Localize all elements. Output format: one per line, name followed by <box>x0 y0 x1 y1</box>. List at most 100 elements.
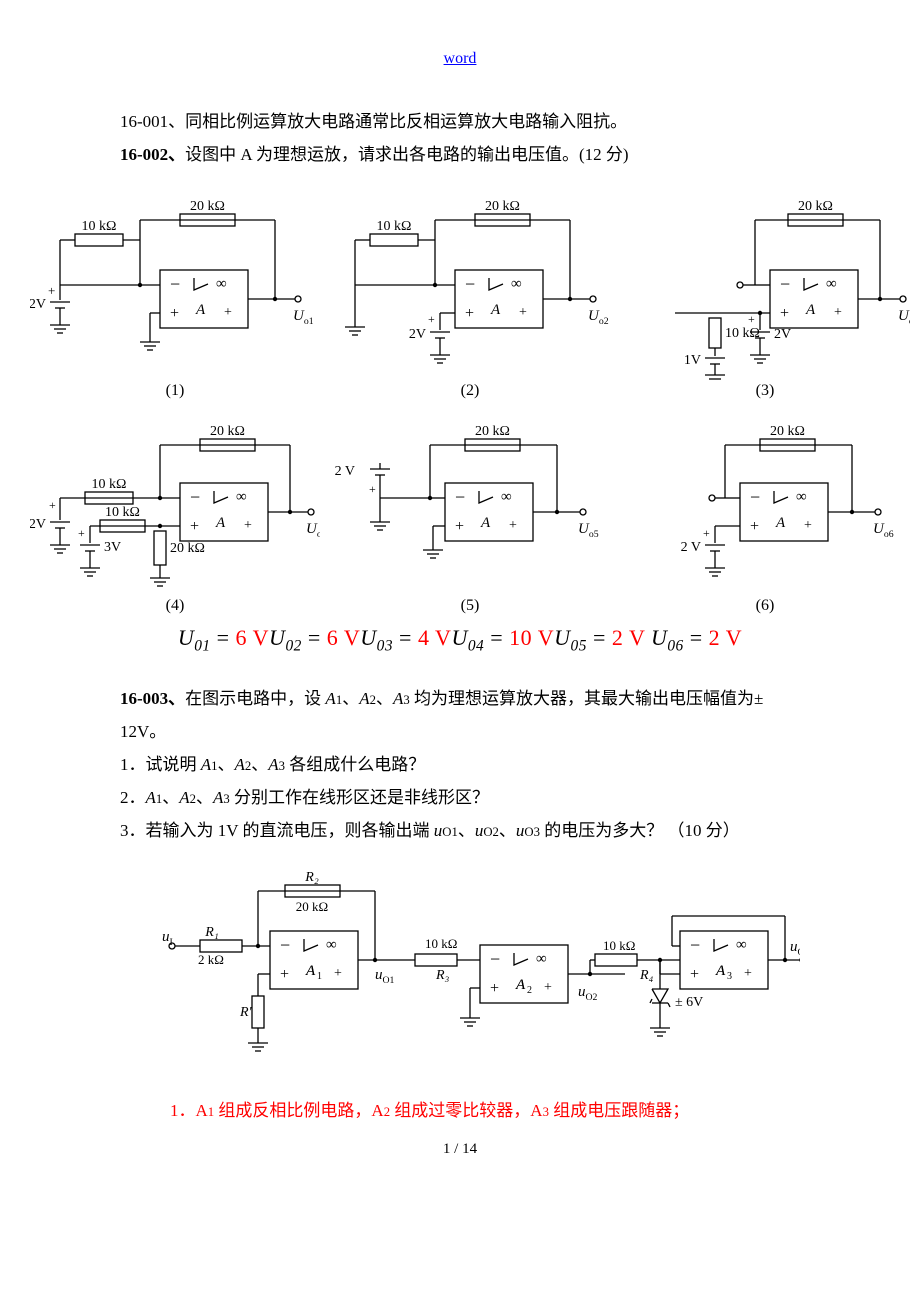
svg-text:+: + <box>834 305 842 320</box>
svg-text:+: + <box>519 305 527 320</box>
svg-text:3: 3 <box>727 971 732 982</box>
svg-text:−: − <box>690 935 700 955</box>
svg-text:∞: ∞ <box>511 276 522 292</box>
q3-item-2: 2．A1、A2、A3 分别工作在线形区还是非线形区？ <box>120 784 860 813</box>
svg-text:+: + <box>190 518 199 535</box>
svg-text:20 kΩ: 20 kΩ <box>296 899 328 914</box>
q3-item-3: 3．若输入为 1V 的直流电压，则各输出端 uO1、uO2、uO3 的电压为多大… <box>120 817 860 846</box>
svg-text:A: A <box>195 302 206 318</box>
circuit-3-label: (3) <box>756 382 775 400</box>
q3-intro-cont: 12V。 <box>120 718 860 747</box>
svg-text:uO1: uO1 <box>375 967 395 986</box>
svg-text:3V: 3V <box>104 540 121 555</box>
svg-text:2V: 2V <box>30 297 46 312</box>
svg-text:A: A <box>805 302 816 318</box>
svg-text:uO3: uO3 <box>790 939 800 958</box>
svg-text:−: − <box>280 935 290 955</box>
circuits-row-1: −+∞A+10 kΩ20 kΩUo12V+ (1) −+∞A+10 kΩ20 k… <box>30 190 910 400</box>
svg-text:20 kΩ: 20 kΩ <box>770 425 805 439</box>
svg-text:+: + <box>490 980 499 997</box>
svg-text:+: + <box>49 498 56 512</box>
svg-text:2V: 2V <box>409 327 426 342</box>
svg-text:10 kΩ: 10 kΩ <box>425 936 457 951</box>
svg-text:2 kΩ: 2 kΩ <box>198 952 224 967</box>
svg-text:∞: ∞ <box>501 489 512 505</box>
svg-text:Uo1: Uo1 <box>293 308 314 327</box>
circuit-5: −+∞A+20 kΩUo52 V+ (5) <box>325 425 615 615</box>
svg-text:Uo2: Uo2 <box>588 308 609 327</box>
svg-text:+: + <box>224 305 232 320</box>
answers-line: U01 = 6 VU02 = 6 VU03 = 4 VU04 = 10 VU05… <box>60 625 860 655</box>
circuit-6-label: (6) <box>756 597 775 615</box>
svg-text:R': R' <box>239 1005 253 1020</box>
svg-text:−: − <box>490 949 500 969</box>
svg-text:−: − <box>190 487 200 507</box>
svg-text:−: − <box>750 487 760 507</box>
svg-text:∞: ∞ <box>326 937 337 953</box>
svg-text:+: + <box>804 518 812 533</box>
svg-text:± 6V: ± 6V <box>675 995 703 1010</box>
svg-text:+: + <box>744 966 752 981</box>
svg-text:+: + <box>244 518 252 533</box>
circuit-4-label: (4) <box>166 597 185 615</box>
svg-text:+: + <box>703 526 710 540</box>
svg-text:20 kΩ: 20 kΩ <box>190 199 225 214</box>
svg-text:10 kΩ: 10 kΩ <box>82 219 117 234</box>
circuit-6: −+∞A+20 kΩUo62 V+ (6) <box>620 425 910 615</box>
svg-text:+: + <box>750 518 759 535</box>
q3-item-1: 1．试说明 A1、A2、A3 各组成什么电路？ <box>120 751 860 780</box>
svg-text:Uo6: Uo6 <box>873 521 894 540</box>
circuit-6-svg: −+∞A+20 kΩUo62 V+ <box>620 425 910 595</box>
svg-text:Uo3: Uo3 <box>898 308 910 327</box>
circuit-2-svg: −+∞A+10 kΩ20 kΩUo22V+ <box>325 190 615 380</box>
circuit-1-svg: −+∞A+10 kΩ20 kΩUo12V+ <box>30 190 320 380</box>
svg-text:20 kΩ: 20 kΩ <box>798 199 833 214</box>
svg-text:∞: ∞ <box>536 951 547 967</box>
svg-text:R₁: R₁ <box>204 925 218 940</box>
circuit-4-svg: −+∞A+10 kΩ20 kΩUo42V+10 kΩ3V+20 kΩ <box>30 425 320 595</box>
svg-text:+: + <box>280 966 289 983</box>
svg-text:R₃: R₃ <box>435 968 450 983</box>
svg-text:20 kΩ: 20 kΩ <box>485 199 520 214</box>
svg-text:10 kΩ: 10 kΩ <box>603 938 635 953</box>
svg-text:+: + <box>465 305 474 322</box>
circuit-4: −+∞A+10 kΩ20 kΩUo42V+10 kΩ3V+20 kΩ (4) <box>30 425 320 615</box>
svg-text:∞: ∞ <box>236 489 247 505</box>
q3-answer: 1．A1 组成反相比例电路，A2 组成过零比较器，A3 组成电压跟随器； <box>170 1096 860 1121</box>
svg-text:+: + <box>690 966 699 983</box>
svg-text:+: + <box>748 312 755 326</box>
circuit-q3: −+∞A+A1uIR₁2 kΩR₂20 kΩR'uO110 kΩR₃−+∞A+A… <box>160 861 860 1081</box>
svg-text:−: − <box>780 274 790 294</box>
svg-text:+: + <box>428 312 435 326</box>
svg-text:A: A <box>490 302 501 318</box>
circuit-q3-svg: −+∞A+A1uIR₁2 kΩR₂20 kΩR'uO110 kΩR₃−+∞A+A… <box>160 861 800 1081</box>
svg-text:20 kΩ: 20 kΩ <box>475 425 510 439</box>
svg-text:A: A <box>480 515 491 531</box>
circuit-3: −+∞A+20 kΩUo310 kΩ1V2V+ (3) <box>620 190 910 400</box>
svg-text:−: − <box>465 274 475 294</box>
svg-text:+: + <box>509 518 517 533</box>
circuit-5-svg: −+∞A+20 kΩUo52 V+ <box>325 425 615 595</box>
svg-text:∞: ∞ <box>826 276 837 292</box>
circuits-row-2: −+∞A+10 kΩ20 kΩUo42V+10 kΩ3V+20 kΩ (4) −… <box>30 425 910 615</box>
svg-text:1V: 1V <box>684 353 701 368</box>
svg-text:+: + <box>334 966 342 981</box>
svg-text:Uo4: Uo4 <box>306 521 320 540</box>
svg-text:∞: ∞ <box>216 276 227 292</box>
svg-text:R₂: R₂ <box>304 870 319 885</box>
svg-text:Uo5: Uo5 <box>578 521 599 540</box>
svg-text:A: A <box>215 515 226 531</box>
svg-text:2V: 2V <box>774 327 791 342</box>
svg-text:A: A <box>775 515 786 531</box>
svg-text:10 kΩ: 10 kΩ <box>92 477 127 492</box>
svg-text:+: + <box>455 518 464 535</box>
svg-text:∞: ∞ <box>796 489 807 505</box>
svg-text:uI: uI <box>162 929 173 948</box>
svg-text:10 kΩ: 10 kΩ <box>105 505 140 520</box>
circuit-1: −+∞A+10 kΩ20 kΩUo12V+ (1) <box>30 190 320 400</box>
svg-text:20 kΩ: 20 kΩ <box>170 541 205 556</box>
circuit-2-label: (2) <box>461 382 480 400</box>
header-link[interactable]: word <box>60 50 860 68</box>
circuit-5-label: (5) <box>461 597 480 615</box>
circuit-2: −+∞A+10 kΩ20 kΩUo22V+ (2) <box>325 190 615 400</box>
